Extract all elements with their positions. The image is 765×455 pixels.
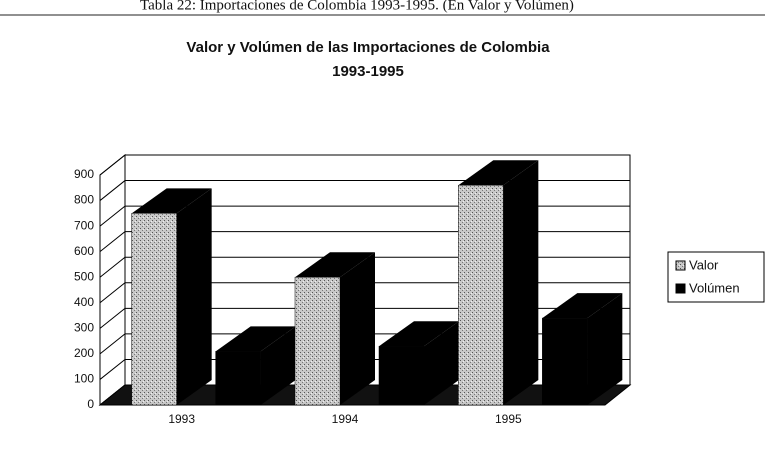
bar-side (424, 321, 459, 405)
x-tick-label: 1995 (495, 412, 522, 426)
y-tick-label: 200 (74, 346, 94, 360)
bar (458, 184, 504, 406)
grid-line (99, 154, 630, 176)
y-tick-label: 100 (74, 372, 94, 386)
y-tick-label: 400 (74, 295, 94, 309)
legend-label: Valor (689, 257, 719, 272)
y-tick-label: 500 (74, 269, 94, 283)
legend-box (667, 251, 765, 303)
caption: Tabla 22: Importaciones de Colombia 1993… (140, 0, 574, 13)
bar (131, 213, 177, 406)
bar-top (131, 188, 212, 214)
chart-title: Valor y Volúmen de las Importaciones de … (186, 39, 550, 56)
legend-label: Volúmen (689, 280, 740, 295)
y-tick-label: 900 (74, 167, 94, 181)
legend-swatch (675, 260, 686, 271)
bar-side (176, 188, 212, 405)
grid-line (99, 180, 630, 201)
bar-top (215, 326, 296, 352)
y-tick-label: 0 (87, 397, 94, 411)
bar-side (340, 252, 375, 405)
bar-top (295, 252, 375, 278)
bar (542, 317, 588, 406)
y-tick-label: 600 (74, 244, 94, 258)
chart-subtitle: 1993-1995 (332, 63, 404, 80)
bar (215, 351, 261, 406)
x-tick-label: 1993 (168, 412, 195, 426)
y-tick-label: 700 (74, 218, 94, 232)
bar-top (458, 160, 539, 186)
bar-side (587, 293, 623, 405)
y-tick-label: 800 (74, 193, 94, 207)
bar-side (260, 326, 296, 405)
bar-top (542, 293, 623, 319)
bar-side (503, 160, 539, 405)
legend-swatch (675, 283, 686, 294)
bar (294, 276, 341, 406)
left-wall (99, 153, 126, 407)
x-tick-label: 1994 (332, 412, 359, 426)
bar (378, 345, 425, 406)
y-tick-label: 300 (74, 321, 94, 335)
bar-top (379, 321, 459, 347)
